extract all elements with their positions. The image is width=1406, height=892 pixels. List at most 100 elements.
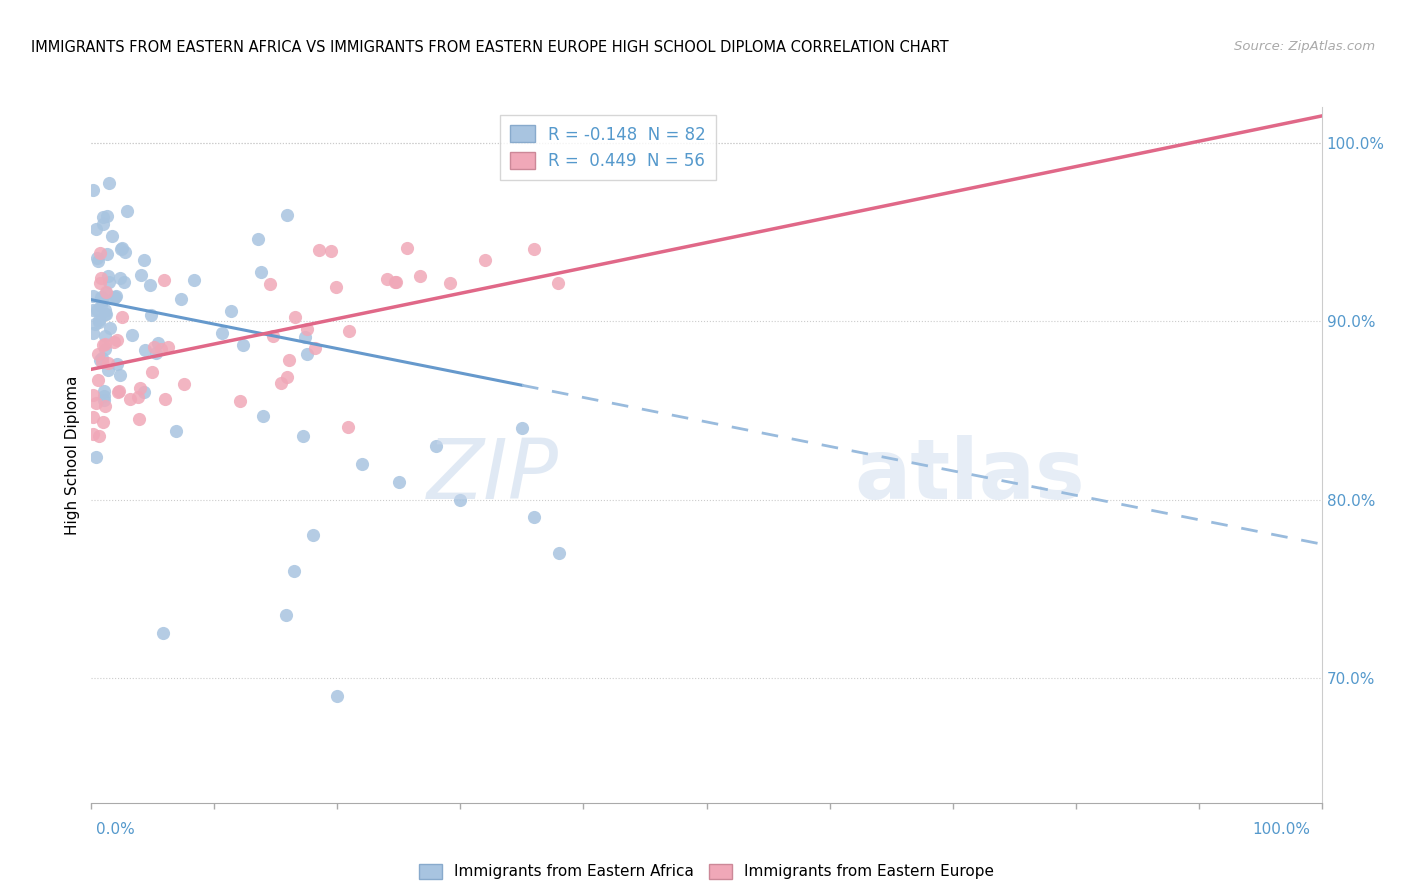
Point xyxy=(87,254,110,268)
Point xyxy=(139,277,162,292)
Point xyxy=(439,276,461,290)
Point xyxy=(129,268,152,282)
Point xyxy=(276,208,298,222)
Point xyxy=(107,385,129,400)
Point xyxy=(547,276,569,290)
Point xyxy=(97,356,120,370)
Point xyxy=(247,232,270,246)
Point xyxy=(139,308,162,322)
Point xyxy=(165,424,187,438)
Point xyxy=(523,510,546,524)
Point xyxy=(326,689,349,703)
Point xyxy=(86,302,108,317)
Point xyxy=(82,426,104,441)
Point xyxy=(294,330,316,344)
Point xyxy=(103,335,125,350)
Point xyxy=(96,285,117,299)
Point xyxy=(100,229,122,244)
Point xyxy=(91,415,114,429)
Point xyxy=(337,420,360,434)
Point xyxy=(91,338,114,352)
Point xyxy=(111,310,134,325)
Point xyxy=(90,293,112,308)
Point xyxy=(98,275,121,289)
Point xyxy=(97,363,120,377)
Point xyxy=(319,244,342,259)
Point xyxy=(108,384,131,399)
Point xyxy=(89,277,111,291)
Point xyxy=(112,276,135,290)
Point xyxy=(104,290,127,304)
Point xyxy=(150,343,173,357)
Point xyxy=(110,242,132,256)
Y-axis label: High School Diploma: High School Diploma xyxy=(65,376,80,534)
Point xyxy=(129,381,152,395)
Point xyxy=(384,276,406,290)
Legend: R = -0.148  N = 82, R =  0.449  N = 56: R = -0.148 N = 82, R = 0.449 N = 56 xyxy=(501,115,716,180)
Point xyxy=(277,353,299,368)
Point xyxy=(90,290,112,304)
Point xyxy=(87,313,110,327)
Point xyxy=(292,429,315,443)
Point xyxy=(283,564,305,578)
Point xyxy=(96,247,118,261)
Point xyxy=(270,376,292,390)
Point xyxy=(118,392,141,406)
Point xyxy=(274,608,297,623)
Text: Source: ZipAtlas.com: Source: ZipAtlas.com xyxy=(1234,40,1375,54)
Point xyxy=(82,410,104,425)
Point xyxy=(134,343,156,357)
Point xyxy=(301,528,323,542)
Point xyxy=(229,394,252,409)
Point xyxy=(97,176,120,190)
Point xyxy=(170,292,193,306)
Point xyxy=(117,204,139,219)
Point xyxy=(132,252,155,267)
Point xyxy=(284,310,307,324)
Point xyxy=(96,210,118,224)
Point xyxy=(90,291,112,305)
Point xyxy=(145,346,167,360)
Point xyxy=(93,342,115,356)
Point xyxy=(87,373,110,387)
Point xyxy=(82,183,104,197)
Point xyxy=(523,242,546,256)
Point xyxy=(104,289,127,303)
Point xyxy=(304,342,326,356)
Point xyxy=(91,218,114,232)
Point xyxy=(111,241,134,255)
Point xyxy=(510,421,533,435)
Point xyxy=(94,337,117,351)
Point xyxy=(127,390,149,404)
Point xyxy=(449,492,471,507)
Text: ZIP: ZIP xyxy=(427,435,558,516)
Point xyxy=(155,392,177,407)
Point xyxy=(103,291,125,305)
Point xyxy=(105,357,128,371)
Point xyxy=(91,355,114,369)
Point xyxy=(94,286,117,301)
Point xyxy=(395,241,418,255)
Point xyxy=(91,210,114,224)
Point xyxy=(105,333,128,347)
Point xyxy=(82,326,104,341)
Point xyxy=(262,328,284,343)
Point xyxy=(83,318,105,332)
Point xyxy=(375,272,398,286)
Point xyxy=(84,396,107,410)
Point xyxy=(219,304,242,318)
Point xyxy=(82,288,104,302)
Point xyxy=(82,303,104,318)
Point xyxy=(89,352,111,367)
Point xyxy=(152,626,174,640)
Point xyxy=(86,221,108,235)
Point xyxy=(87,429,110,443)
Text: IMMIGRANTS FROM EASTERN AFRICA VS IMMIGRANTS FROM EASTERN EUROPE HIGH SCHOOL DIP: IMMIGRANTS FROM EASTERN AFRICA VS IMMIGR… xyxy=(31,40,949,55)
Point xyxy=(295,347,318,361)
Point xyxy=(276,370,298,384)
Point xyxy=(173,377,195,392)
Point xyxy=(337,325,360,339)
Point xyxy=(547,546,569,560)
Point xyxy=(385,275,408,289)
Point xyxy=(142,340,165,354)
